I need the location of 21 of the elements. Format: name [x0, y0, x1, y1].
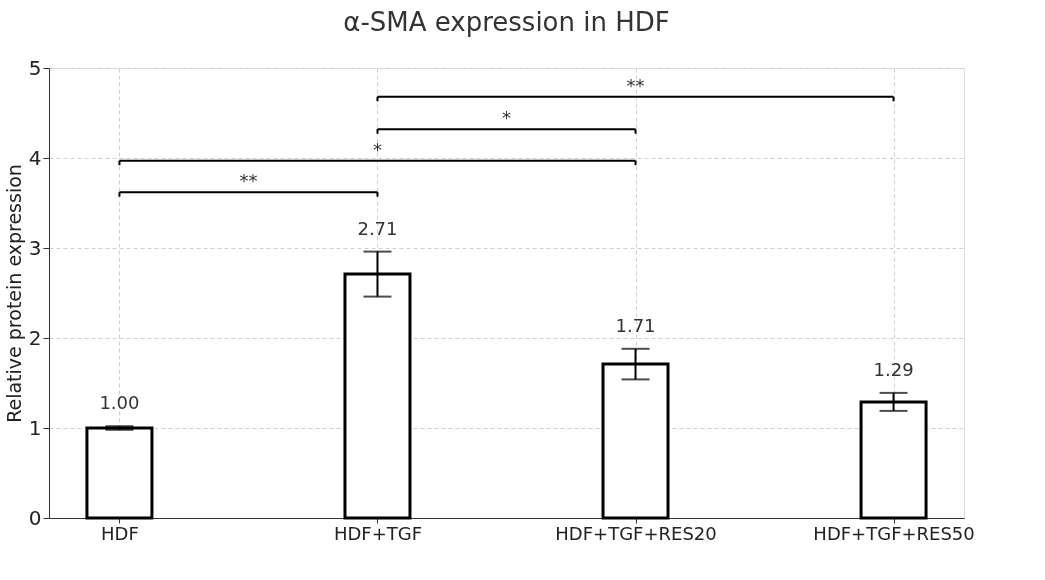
x-tick-label: HDF+TGF: [333, 522, 423, 544]
chart-title: α-SMA expression in HDF: [343, 7, 670, 37]
y-tick-label: 0: [28, 505, 42, 530]
y-tick-label: 3: [28, 235, 42, 260]
x-tick-label: HDF+TGF+RES50: [813, 522, 975, 544]
data-label: 1.71: [615, 314, 656, 336]
bar: [85, 426, 154, 520]
y-tick-label: 2: [28, 325, 42, 350]
annotation: **: [239, 170, 258, 192]
y-tick-label: 5: [28, 55, 42, 80]
y-axis-title: Relative protein expression: [2, 164, 25, 423]
data-label: 2.71: [357, 217, 398, 239]
annotation: *: [372, 138, 382, 160]
y-tick-label: 1: [28, 415, 42, 440]
y-tick-label: 4: [28, 145, 42, 170]
x-tick-label: HDF+TGF+RES20: [555, 522, 717, 544]
x-tick-label: HDF: [101, 522, 139, 544]
annotation: **: [626, 74, 645, 96]
data-label: 1.29: [873, 358, 914, 380]
annotation: *: [502, 107, 511, 129]
data-label: 1.00: [99, 392, 140, 414]
